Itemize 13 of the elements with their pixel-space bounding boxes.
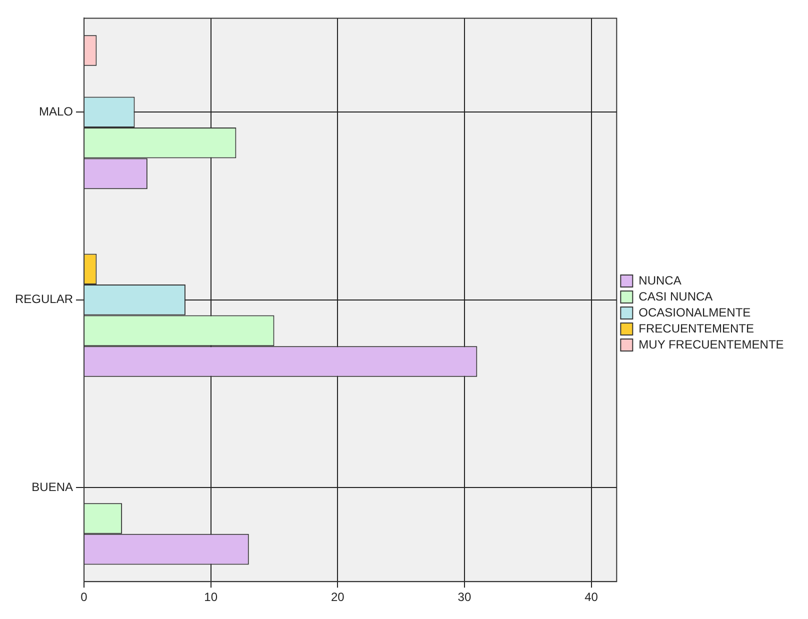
legend-label: MUY FRECUENTEMENTE [638,337,784,352]
x-tick-label: 10 [204,590,218,604]
y-tick-label: REGULAR [15,292,74,306]
y-tick-label: BUENA [32,480,74,494]
legend-label: FRECUENTEMENTE [638,321,754,336]
legend-label: CASI NUNCA [638,289,713,304]
x-tick-label: 30 [458,590,472,604]
x-tick-label: 20 [330,590,345,604]
x-tick-label: 40 [584,590,598,604]
legend-label: OCASIONALMENTE [638,305,751,320]
legend-label: NUNCA [638,273,682,288]
y-tick-label: MALO [39,104,74,118]
x-tick-label: 0 [80,590,88,604]
